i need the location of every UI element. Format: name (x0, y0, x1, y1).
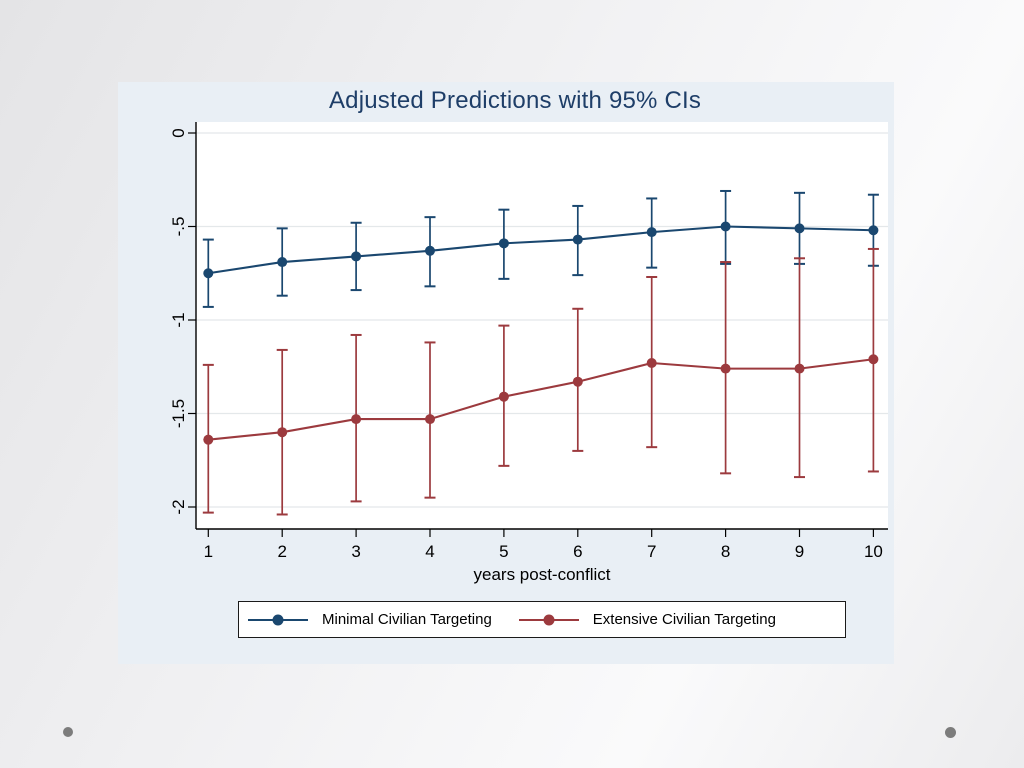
x-axis-label: years post-conflict (473, 565, 611, 584)
x-tick-label: 6 (573, 542, 582, 561)
data-point-marker (572, 376, 583, 387)
data-point-marker (720, 363, 731, 374)
slide-decor-dot-right (945, 727, 956, 738)
x-tick-label: 4 (425, 542, 434, 561)
legend-label-minimal: Minimal Civilian Targeting (322, 611, 492, 628)
data-point-marker (277, 427, 288, 438)
legend-item-extensive: Extensive Civilian Targeting (518, 611, 776, 628)
series-line (208, 358, 874, 441)
blue-line-marker-icon (248, 614, 308, 625)
data-point-marker (425, 245, 435, 256)
y-tick-label: -.5 (169, 217, 188, 237)
x-tick-label: 2 (277, 542, 286, 561)
data-point-marker (277, 257, 288, 268)
x-tick-label: 1 (204, 542, 213, 561)
x-tick-label: 9 (795, 542, 804, 561)
x-tick-label: 5 (499, 542, 508, 561)
data-point-marker (498, 238, 509, 249)
y-tick-label: -1.5 (169, 399, 188, 428)
data-point-marker (794, 363, 805, 374)
x-tick-label: 7 (647, 542, 656, 561)
chart-title: Adjusted Predictions with 95% CIs (328, 87, 702, 114)
red-line-marker-icon (518, 614, 579, 625)
plot-area (196, 122, 888, 529)
data-point-marker (203, 434, 214, 445)
data-point-marker (646, 227, 657, 238)
data-point-marker (646, 358, 657, 369)
x-tick-label: 3 (351, 542, 360, 561)
y-tick-label: -1 (169, 312, 188, 327)
y-tick-label: -2 (169, 499, 188, 514)
data-point-marker (425, 414, 435, 425)
data-point-marker (351, 251, 362, 262)
data-point-marker (720, 221, 731, 232)
slide-decor-dot-left (63, 727, 73, 737)
data-point-marker (868, 225, 879, 236)
data-point-marker (203, 268, 214, 279)
stata-graph: Adjusted Predictions with 95% CIs 0 -.5 -1… (118, 82, 894, 664)
data-point-marker (498, 391, 509, 402)
legend: Minimal Civilian Targeting Extensive Civ… (238, 601, 846, 638)
legend-label-extensive: Extensive Civilian Targeting (592, 611, 776, 628)
legend-item-minimal: Minimal Civilian Targeting (248, 611, 492, 628)
x-tick-label: 10 (864, 542, 883, 561)
data-point-marker (572, 234, 583, 245)
series-line (208, 225, 874, 275)
x-tick-label: 8 (721, 542, 730, 561)
prediction-plot: 0 -.5 -1 -1.5 -2 1 2 3 4 5 6 7 8 9 10 (169, 122, 888, 561)
y-tick-label: 0 (169, 128, 188, 137)
data-point-marker (868, 354, 879, 365)
data-point-marker (794, 223, 805, 234)
data-point-marker (351, 414, 362, 425)
